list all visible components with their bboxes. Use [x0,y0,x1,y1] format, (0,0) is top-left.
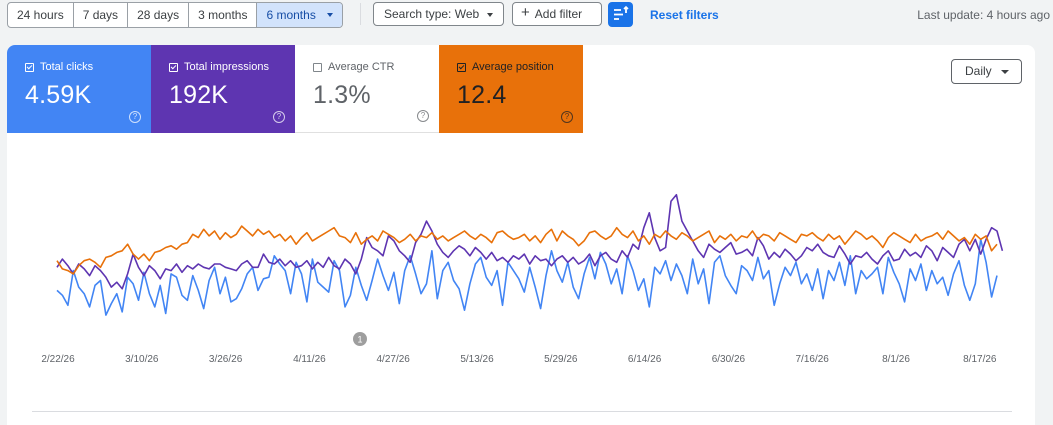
x-tick-label: 6/30/26 [712,354,746,365]
range-7-days-button[interactable]: 7 days [74,3,129,27]
metric-position-value: 12.4 [457,81,507,109]
help-icon[interactable]: ? [273,111,285,123]
help-icon[interactable]: ? [417,110,429,122]
performance-card: Total clicks 4.59K ? Total impressions 1… [7,45,1035,425]
metric-label-row: Average position [457,60,583,74]
checkbox-checked-icon[interactable] [169,62,178,72]
caret-down-icon [1001,70,1009,74]
metric-label-row: Total impressions [169,60,295,74]
range-6-months-label: 6 months [266,8,316,22]
help-icon[interactable]: ? [129,111,141,123]
x-tick-label: 4/11/26 [293,354,326,365]
series-line-impressions [56,193,1004,290]
metric-total-clicks[interactable]: Total clicks 4.59K ? [7,45,151,133]
filter-settings-button[interactable] [608,2,633,27]
x-tick-label: 8/17/26 [963,354,997,365]
metric-ctr-value: 1.3% [313,81,371,109]
metric-impressions-value: 192K [169,81,229,109]
last-update-text: Last update: 4 hours ago [917,8,1050,22]
metric-total-impressions[interactable]: Total impressions 192K ? [151,45,295,133]
granularity-label: Daily [965,64,992,78]
metric-average-position[interactable]: Average position 12.4 ? [439,45,583,133]
date-range-group: 24 hours 7 days 28 days 3 months 6 month… [7,2,343,28]
x-tick-label: 3/26/26 [209,354,243,365]
help-icon[interactable]: ? [561,111,573,123]
chart-bottom-divider [32,411,1012,412]
metric-clicks-value: 4.59K [25,81,92,109]
granularity-dropdown[interactable]: Daily [951,59,1022,84]
x-tick-label: 4/27/26 [377,354,411,365]
annotation-circle [353,332,367,346]
plus-icon: + [521,4,530,21]
metric-average-ctr[interactable]: Average CTR 1.3% ? [295,45,439,133]
x-tick-label: 3/10/26 [125,354,159,365]
performance-chart: 2/22/26 3/10/26 3/26/26 4/11/26 4/27/26 5/13/… [41,193,1004,365]
metric-label-row: Total clicks [25,60,151,74]
checkbox-checked-icon[interactable] [25,62,34,72]
add-filter-label: Add filter [534,7,583,21]
search-type-dropdown[interactable]: Search type: Web [373,2,504,26]
metric-ctr-label: Average CTR [328,61,395,73]
x-tick-label: 7/16/26 [796,354,830,365]
metric-position-label: Average position [472,61,554,73]
x-tick-label: 6/14/26 [628,354,662,365]
annotation-marker[interactable]: 1 [353,332,367,346]
metric-impressions-label: Total impressions [184,61,269,73]
x-tick-label: 2/22/26 [41,354,75,365]
range-24-hours-button[interactable]: 24 hours [8,3,74,27]
add-filter-button[interactable]: + Add filter [512,2,602,26]
series-line-position [56,225,998,275]
reset-filters-link[interactable]: Reset filters [650,8,719,22]
metric-label-row: Average CTR [313,60,439,74]
caret-down-icon [487,13,493,17]
range-28-days-button[interactable]: 28 days [128,3,190,27]
search-type-label: Search type: Web [384,7,480,21]
range-6-months-button[interactable]: 6 months [257,3,342,27]
metric-clicks-label: Total clicks [40,61,94,73]
x-tick-label: 5/29/26 [544,354,578,365]
toolbar-divider [360,3,361,25]
range-3-months-button[interactable]: 3 months [189,3,258,27]
x-tick-label: 8/1/26 [882,354,910,365]
caret-down-icon [326,13,333,17]
x-tick-label: 5/13/26 [460,354,494,365]
annotation-label: 1 [357,335,362,345]
filter-settings-icon [614,5,629,20]
series-line-clicks [56,238,998,316]
toolbar: 24 hours 7 days 28 days 3 months 6 month… [0,0,1053,30]
checkbox-unchecked-icon[interactable] [313,62,322,72]
checkbox-checked-icon[interactable] [457,62,466,72]
